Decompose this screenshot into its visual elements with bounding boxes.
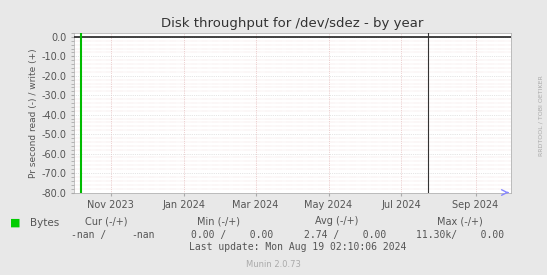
- Text: 0.00 /    0.00: 0.00 / 0.00: [191, 230, 274, 240]
- Text: Max (-/+): Max (-/+): [437, 216, 482, 226]
- Text: ■: ■: [10, 218, 20, 227]
- Y-axis label: Pr second read (-) / write (+): Pr second read (-) / write (+): [30, 48, 38, 178]
- Text: RRDTOOL / TOBI OETIKER: RRDTOOL / TOBI OETIKER: [538, 75, 543, 156]
- Text: Min (-/+): Min (-/+): [197, 216, 240, 226]
- Text: Bytes: Bytes: [30, 218, 59, 227]
- Text: Munin 2.0.73: Munin 2.0.73: [246, 260, 301, 269]
- Text: 2.74 /    0.00: 2.74 / 0.00: [304, 230, 386, 240]
- Text: -nan /: -nan /: [71, 230, 106, 240]
- Text: Cur (-/+): Cur (-/+): [85, 216, 128, 226]
- Text: -nan: -nan: [131, 230, 155, 240]
- Title: Disk throughput for /dev/sdez - by year: Disk throughput for /dev/sdez - by year: [161, 17, 424, 31]
- Text: 11.30k/    0.00: 11.30k/ 0.00: [416, 230, 504, 240]
- Text: Last update: Mon Aug 19 02:10:06 2024: Last update: Mon Aug 19 02:10:06 2024: [189, 242, 407, 252]
- Text: Avg (-/+): Avg (-/+): [315, 216, 358, 226]
